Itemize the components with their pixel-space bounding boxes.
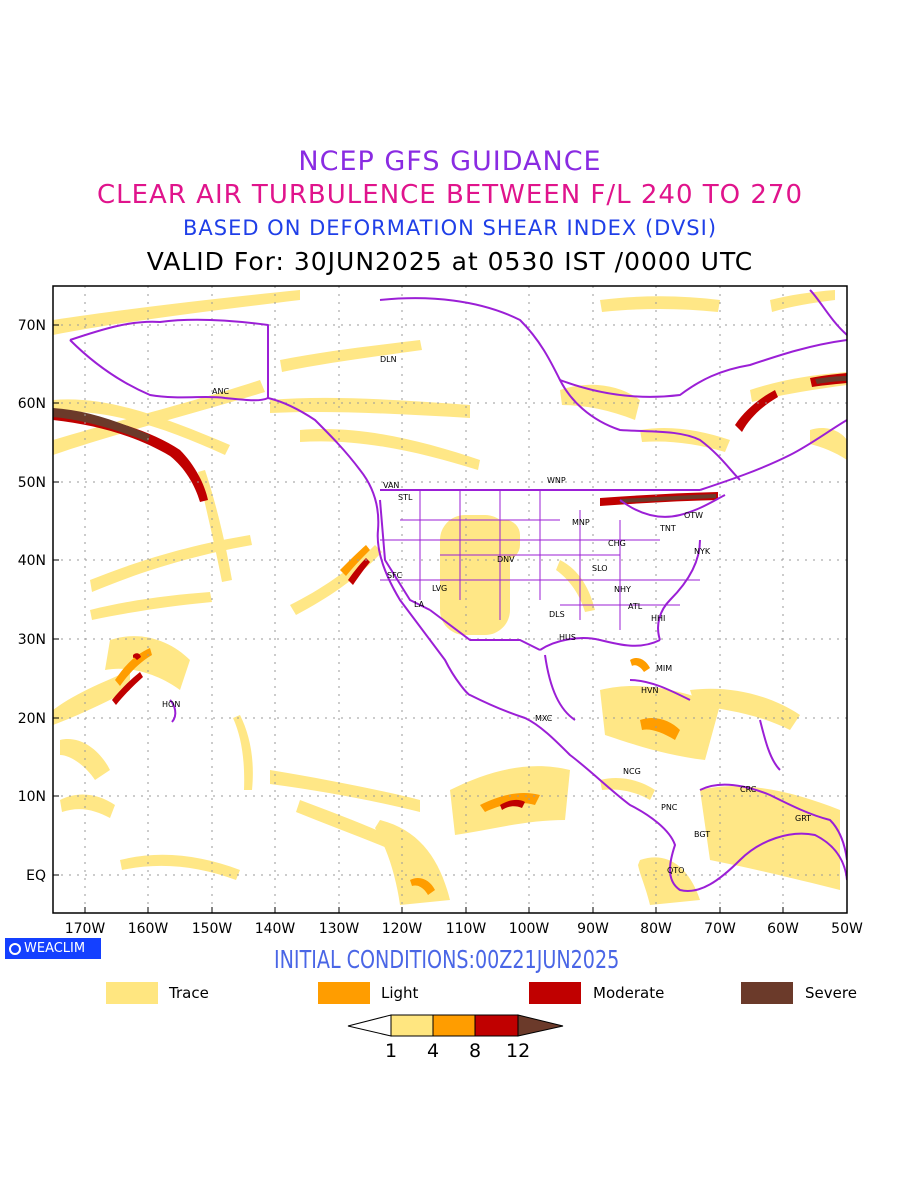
lon-label: 80W bbox=[640, 921, 672, 937]
lon-label: 60W bbox=[767, 921, 799, 937]
lat-label: EQ bbox=[26, 868, 46, 884]
lon-label: 150W bbox=[192, 921, 233, 937]
lon-label: 110W bbox=[446, 921, 487, 937]
state-borders bbox=[380, 490, 700, 630]
lat-label: 50N bbox=[18, 475, 46, 491]
legend-label-light: Light bbox=[381, 984, 419, 1002]
colorbar-tick-1: 1 bbox=[385, 1040, 398, 1062]
station-label: VAN bbox=[383, 481, 399, 490]
colorbar-tick-4: 4 bbox=[427, 1040, 440, 1062]
station-label: HON bbox=[162, 700, 180, 709]
station-label: SLO bbox=[592, 564, 608, 573]
station-label: SFC bbox=[387, 571, 403, 580]
station-label: NHY bbox=[614, 585, 631, 594]
lat-label: 20N bbox=[18, 711, 46, 727]
valid-time: VALID For: 30JUN2025 at 0530 IST /0000 U… bbox=[146, 247, 754, 276]
station-label: NYK bbox=[694, 547, 711, 556]
station-labels: ANC DLN VAN STL WNP MNP OTW TNT CHG NYK SFC DNV LVG L… bbox=[162, 355, 811, 875]
station-label: MNP bbox=[572, 518, 590, 527]
lon-label: 90W bbox=[577, 921, 609, 937]
legend-swatch-severe bbox=[741, 982, 793, 1004]
station-label: QTO bbox=[667, 866, 684, 875]
lon-label: 160W bbox=[128, 921, 169, 937]
lat-label: 30N bbox=[18, 632, 46, 648]
station-label: WNP bbox=[547, 476, 566, 485]
lat-label: 10N bbox=[18, 789, 46, 805]
weaclim-badge: WEACLIM bbox=[5, 938, 101, 959]
station-label: DNV bbox=[497, 555, 515, 564]
station-label: TNT bbox=[659, 524, 676, 533]
station-label: CHG bbox=[608, 539, 626, 548]
lon-label: 70W bbox=[704, 921, 736, 937]
station-label: ANC bbox=[212, 387, 229, 396]
station-label: LA bbox=[414, 600, 425, 609]
legend-label-trace: Trace bbox=[169, 984, 209, 1002]
lon-label: 130W bbox=[319, 921, 360, 937]
severe-areas bbox=[53, 376, 847, 503]
station-label: STL bbox=[398, 493, 413, 502]
lat-label: 60N bbox=[18, 396, 46, 412]
station-label: HUS bbox=[559, 633, 576, 642]
map-frame bbox=[52, 285, 848, 914]
graticule bbox=[53, 286, 847, 913]
legend-label-moderate: Moderate bbox=[593, 984, 665, 1002]
lon-label: 120W bbox=[382, 921, 423, 937]
lat-label: 70N bbox=[18, 318, 46, 334]
station-label: DLN bbox=[380, 355, 397, 364]
legend-label-severe: Severe bbox=[805, 984, 857, 1002]
station-label: LVG bbox=[432, 584, 447, 593]
lon-label: 170W bbox=[65, 921, 106, 937]
lat-label: 40N bbox=[18, 553, 46, 569]
colorbar bbox=[347, 1014, 564, 1037]
station-label: PNC bbox=[661, 803, 678, 812]
colorbar-tick-12: 12 bbox=[506, 1040, 531, 1062]
station-label: MXC bbox=[535, 714, 553, 723]
station-label: MIM bbox=[656, 664, 672, 673]
station-label: GRT bbox=[795, 814, 811, 823]
station-label: CRC bbox=[740, 785, 757, 794]
lon-label: 140W bbox=[255, 921, 296, 937]
lon-label: 100W bbox=[509, 921, 550, 937]
colorbar-tick-8: 8 bbox=[469, 1040, 482, 1062]
station-label: OTW bbox=[684, 511, 703, 520]
map-axes: 70N 60N 50N 40N 30N 20N 10N EQ 170W 160W 150W 140W 1… bbox=[18, 318, 863, 937]
light-areas bbox=[115, 545, 680, 895]
title-line-3: BASED ON DEFORMATION SHEAR INDEX (DVSI) bbox=[182, 216, 718, 240]
initial-conditions: INITIAL CONDITIONS:00Z21JUN2025 bbox=[274, 945, 620, 974]
station-label: DLS bbox=[549, 610, 565, 619]
legend-swatch-moderate bbox=[529, 982, 581, 1004]
station-label: HVN bbox=[641, 686, 658, 695]
legend-swatch-light bbox=[318, 982, 370, 1004]
title-line-2: CLEAR AIR TURBULENCE BETWEEN F/L 240 TO … bbox=[96, 180, 804, 210]
station-label: HHI bbox=[651, 614, 665, 623]
station-label: BGT bbox=[694, 830, 710, 839]
lon-label: 50W bbox=[831, 921, 863, 937]
station-label: ATL bbox=[628, 602, 643, 611]
legend-swatch-trace bbox=[106, 982, 158, 1004]
title-line-1: NCEP GFS GUIDANCE bbox=[298, 146, 602, 177]
weaclim-logo-icon bbox=[9, 943, 21, 955]
station-label: NCG bbox=[623, 767, 641, 776]
